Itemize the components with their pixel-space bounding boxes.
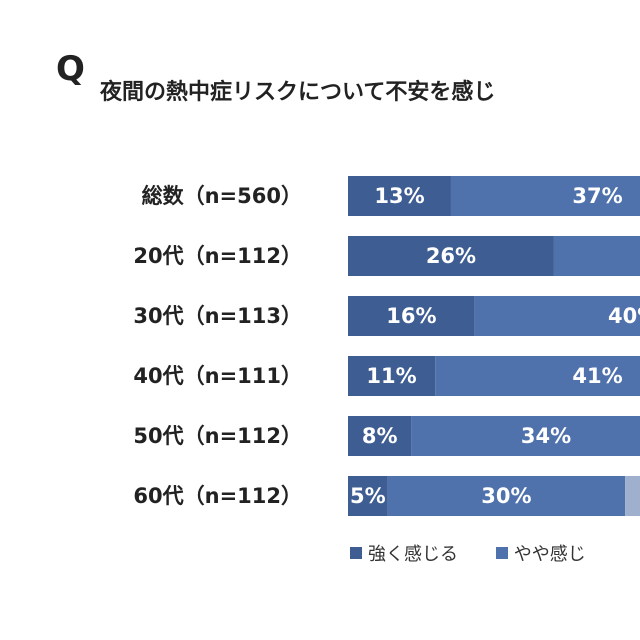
category-label: 総数（n=560）: [142, 184, 302, 208]
data-label: 34%: [521, 424, 571, 448]
bar-segment-somewhat: [435, 356, 640, 396]
category-label: 30代（n=113）: [133, 304, 302, 328]
data-label: 11%: [366, 364, 416, 388]
data-label: 40%: [608, 304, 640, 328]
legend-label-strong: 強く感じる: [368, 544, 458, 565]
category-label: 50代（n=112）: [133, 424, 302, 448]
legend-item-somewhat: やや感じ: [495, 540, 586, 566]
bar-segment-strong: [348, 356, 436, 396]
category-label: 20代（n=112）: [133, 244, 302, 268]
data-label: 30%: [481, 484, 531, 508]
bar-segment-strong: [348, 416, 412, 456]
category-label: 60代（n=112）: [133, 484, 302, 508]
question-mark: Q: [56, 49, 85, 89]
bar-segment-strong: [348, 296, 475, 336]
bar-segment-strong: [348, 236, 554, 276]
legend-swatch-somewhat: [495, 547, 508, 559]
bar-segment-remaining: [625, 476, 640, 516]
data-label: 26%: [426, 244, 476, 268]
bar-segment-somewhat: [387, 476, 626, 516]
data-label: 8%: [362, 424, 398, 448]
data-label: 41%: [572, 364, 622, 388]
bar-segment-strong: [348, 176, 451, 216]
legend-label-somewhat: やや感じ: [513, 544, 586, 565]
bar-segment-somewhat: [450, 176, 640, 216]
bar-segment-strong: [348, 476, 388, 516]
data-label: 37%: [572, 184, 622, 208]
data-label: 16%: [386, 304, 436, 328]
legend-swatch-strong: [350, 547, 362, 559]
category-label: 40代（n=111）: [133, 364, 302, 388]
bar-segment-somewhat: [411, 416, 640, 456]
data-label: 5%: [350, 484, 386, 508]
bar-segment-somewhat: [474, 296, 640, 336]
data-label: 13%: [374, 184, 424, 208]
chart-title: 夜間の熱中症リスクについて不安を感じ: [100, 80, 496, 105]
legend-item-strong: 強く感じる: [350, 540, 458, 566]
bar-segment-somewhat: [553, 236, 640, 276]
legend: 強く感じる やや感じ: [350, 540, 618, 566]
